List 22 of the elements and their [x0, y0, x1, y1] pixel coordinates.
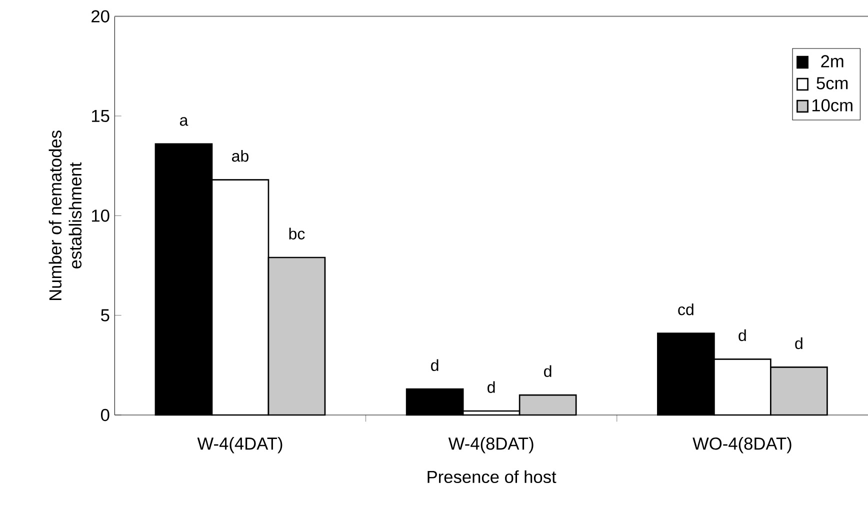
data-label: d	[488, 381, 495, 393]
data-label: d	[431, 359, 438, 372]
data-label: a	[180, 117, 188, 126]
data-label: ab	[232, 150, 248, 162]
x-tick-label: W-4(4DAT)	[197, 437, 282, 454]
y-tick-label: 15	[92, 110, 110, 122]
x-tick-label: WO-4(8DAT)	[692, 437, 792, 454]
y-axis-title: Number of nematodes establishment	[48, 130, 82, 300]
y-tick-label: 0	[100, 408, 110, 422]
data-label: d	[795, 337, 802, 350]
legend-label: 2m	[821, 55, 844, 68]
data-label: cd	[678, 303, 694, 316]
y-tick-label: 5	[101, 309, 110, 322]
y-tick-label: 20	[92, 10, 110, 22]
data-label: d	[738, 329, 746, 342]
x-axis-title: Presence of host	[428, 470, 556, 484]
data-label: bc	[289, 228, 305, 240]
legend-label: 5cm	[816, 77, 848, 90]
data-label: d	[544, 365, 552, 377]
x-tick-label: W-4(8DAT)	[448, 437, 534, 454]
legend-label: 10cm	[812, 99, 852, 112]
y-tick-label: 10	[92, 210, 110, 222]
